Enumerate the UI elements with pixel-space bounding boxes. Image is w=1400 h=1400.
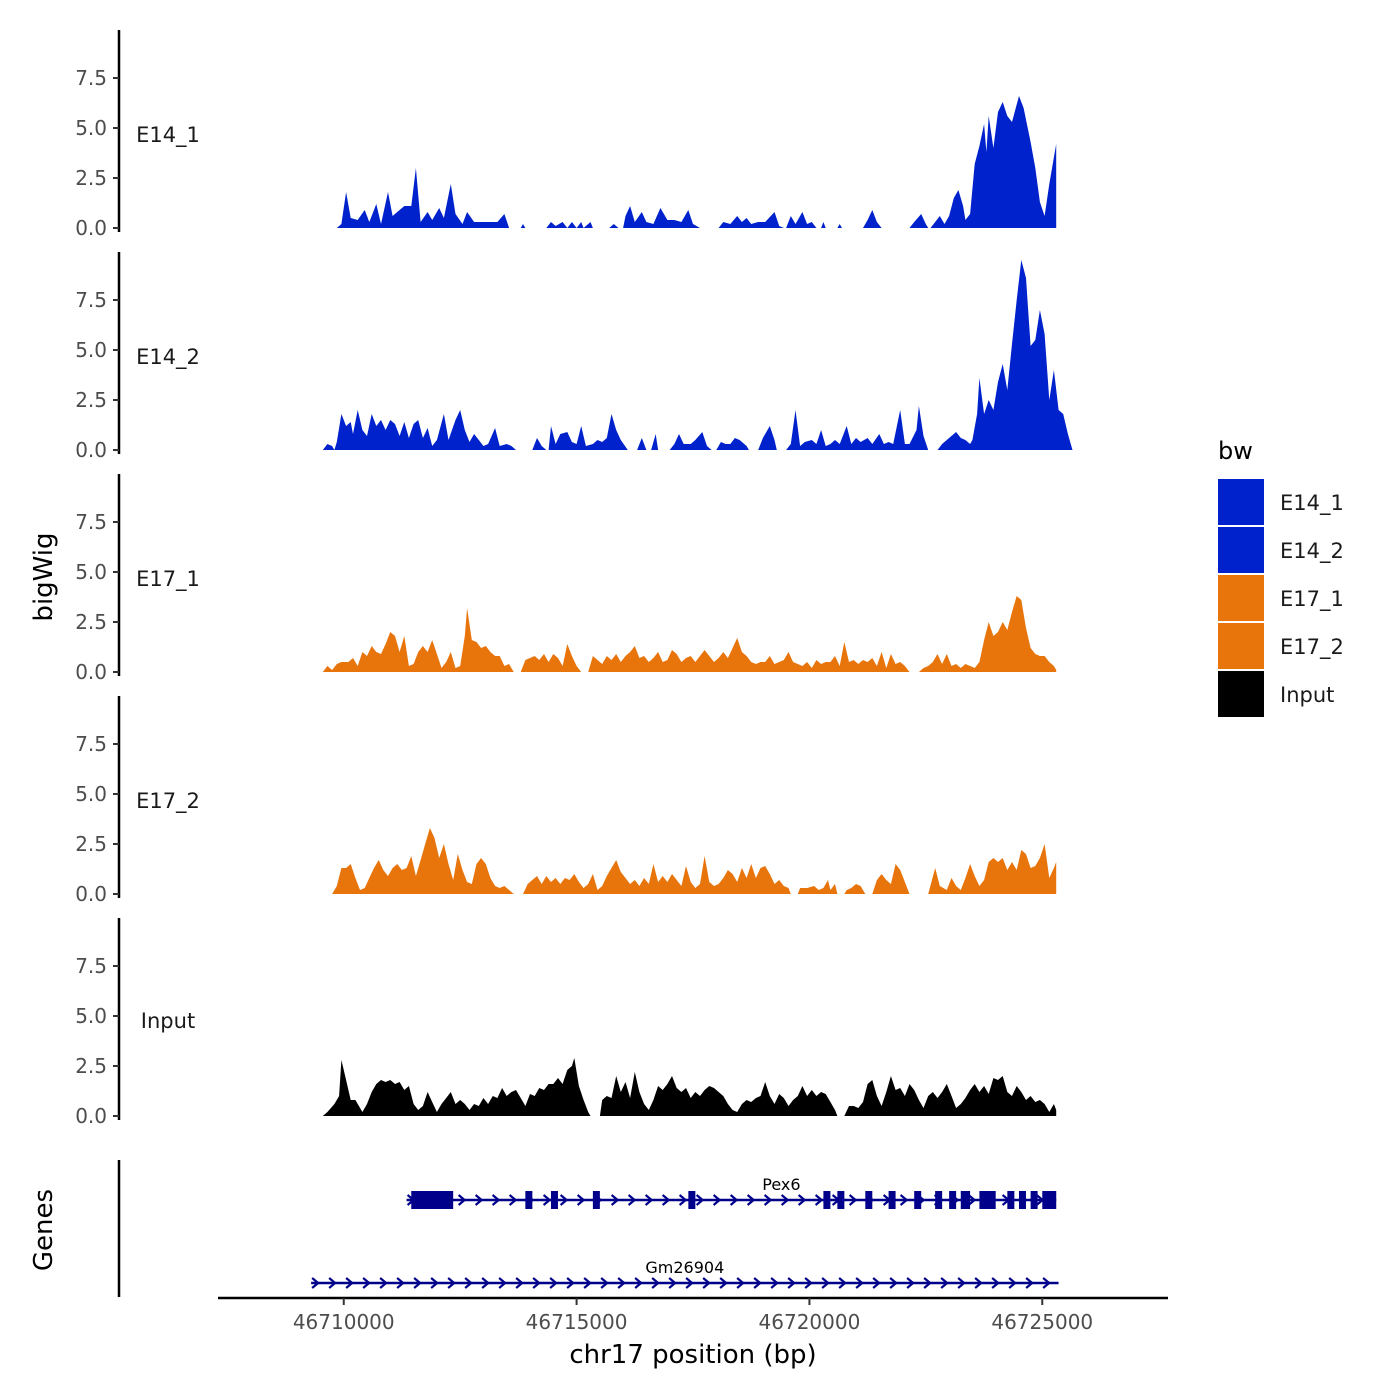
gene-exon (914, 1191, 922, 1209)
legend-key-e17-1 (1218, 575, 1264, 621)
y-tick-label: 7.5 (75, 288, 107, 312)
gene-exon (837, 1191, 845, 1209)
y-tick-label: 0.0 (75, 1104, 107, 1128)
legend-key-input (1218, 671, 1264, 717)
legend-label-e14-1: E14_1 (1280, 491, 1344, 516)
x-tick-label: 46715000 (526, 1310, 628, 1334)
legend-label-input: Input (1280, 683, 1334, 707)
legend-label-e14-2: E14_2 (1280, 539, 1344, 564)
y-tick-label: 2.5 (75, 166, 107, 190)
gene-exon (411, 1191, 454, 1209)
gene-exon (550, 1191, 558, 1209)
gene-exon (1007, 1191, 1015, 1209)
y-tick-label: 7.5 (75, 510, 107, 534)
x-tick-label: 46710000 (293, 1310, 395, 1334)
x-tick-label: 46725000 (991, 1310, 1093, 1334)
y-tick-label: 0.0 (75, 660, 107, 684)
y-tick-label: 7.5 (75, 954, 107, 978)
y-tick-label: 0.0 (75, 216, 107, 240)
y-tick-label: 5.0 (75, 116, 107, 140)
y-tick-label: 2.5 (75, 610, 107, 634)
y-axis-title: bigWig (29, 532, 59, 621)
legend-label-e17-1: E17_1 (1280, 587, 1344, 612)
y-tick-label: 5.0 (75, 782, 107, 806)
gene-exon (935, 1191, 943, 1209)
legend-label-e17-2: E17_2 (1280, 635, 1344, 660)
strand-arrow-icon (311, 1277, 1051, 1289)
y-tick-label: 5.0 (75, 338, 107, 362)
facet-label-e14-2: E14_2 (136, 345, 200, 370)
legend-key-e17-2 (1218, 623, 1264, 669)
legend-title: bw (1218, 437, 1253, 465)
gene-exon (865, 1191, 873, 1209)
facet-label-e14-1: E14_1 (136, 123, 200, 148)
facet-label-e17-1: E17_1 (136, 567, 200, 592)
gene-exon (1018, 1191, 1026, 1209)
legend-key-e14-2 (1218, 527, 1264, 573)
legend-key-e14-1 (1218, 479, 1264, 525)
y-tick-label: 2.5 (75, 1054, 107, 1078)
gene-exon (525, 1191, 533, 1209)
gene-exon (688, 1191, 696, 1209)
series-area-e14-1 (336, 96, 1057, 228)
y-tick-label: 0.0 (75, 882, 107, 906)
x-axis-title: chr17 position (bp) (569, 1340, 816, 1370)
series-area-e14-2 (322, 260, 1073, 450)
series-area-input (322, 1058, 1057, 1116)
y-tick-label: 2.5 (75, 388, 107, 412)
gene-exon (949, 1191, 957, 1209)
facet-label-input: Input (141, 1009, 195, 1033)
x-tick-label: 46720000 (759, 1310, 861, 1334)
y-tick-label: 5.0 (75, 1004, 107, 1028)
gene-exon (1030, 1191, 1038, 1209)
y-tick-label: 0.0 (75, 438, 107, 462)
gene-label-pex6: Pex6 (762, 1175, 800, 1194)
y-tick-label: 7.5 (75, 66, 107, 90)
gene-exon (823, 1191, 831, 1209)
gene-exon (1042, 1191, 1057, 1209)
gene-exon (888, 1191, 896, 1209)
facet-label-e17-2: E17_2 (136, 789, 200, 814)
series-area-e17-2 (332, 828, 1057, 894)
y-tick-label: 7.5 (75, 732, 107, 756)
gene-label-gm26904: Gm26904 (645, 1258, 724, 1277)
y-tick-label: 5.0 (75, 560, 107, 584)
gene-exon (960, 1191, 971, 1209)
gene-exon (979, 1191, 996, 1209)
series-area-e17-1 (322, 596, 1057, 672)
y-tick-label: 2.5 (75, 832, 107, 856)
gene-exon (592, 1191, 600, 1209)
genes-axis-title: Genes (29, 1189, 59, 1271)
